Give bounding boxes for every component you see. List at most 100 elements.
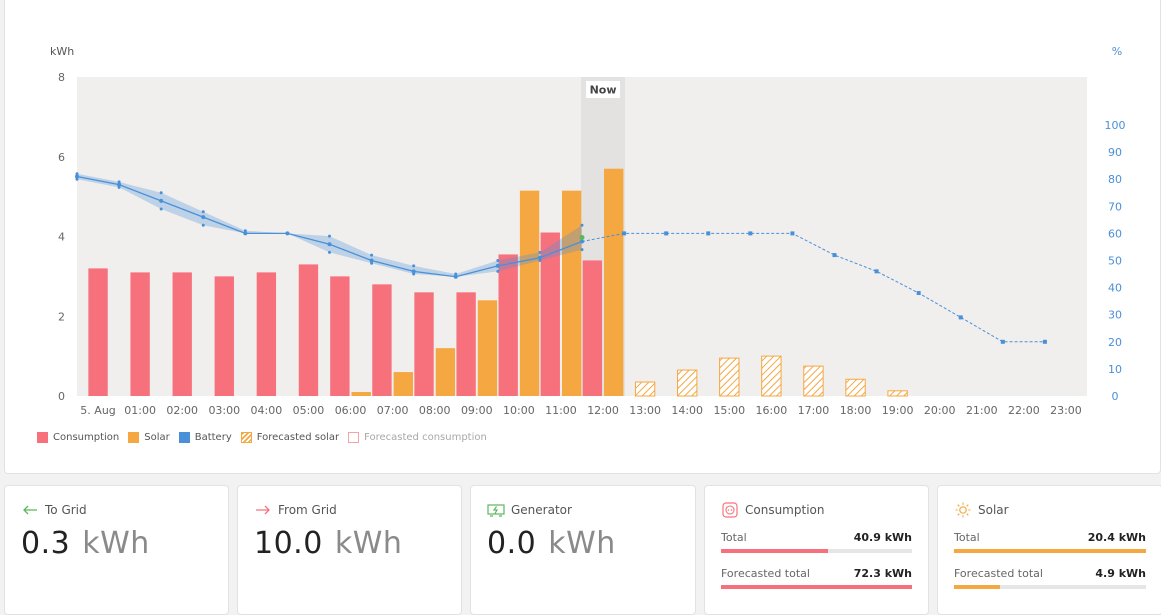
battery-forecast-point-23	[1042, 339, 1047, 344]
forecasted-solar-swatch	[240, 431, 252, 443]
legend-forecasted-solar[interactable]: Forecasted solar	[240, 431, 339, 443]
battery-min-point-7	[370, 261, 374, 265]
y-left-tick-2: 2	[58, 310, 65, 323]
battery-point-6	[327, 242, 332, 247]
legend-consumption[interactable]: Consumption	[37, 431, 120, 443]
battery-max-point-5	[285, 231, 289, 235]
legend-battery-label: Battery	[194, 431, 232, 443]
y-right-tick-90: 90	[1108, 146, 1122, 159]
solar-bar-9	[477, 300, 498, 396]
battery-min-point-4	[243, 231, 247, 235]
generator-card: Generator 0.0 kWh	[470, 485, 696, 615]
y-left-tick-6: 6	[58, 151, 65, 164]
solar-bar-8	[435, 348, 456, 396]
x-tick-11: 11:00	[545, 404, 577, 417]
x-tick-17: 17:00	[798, 404, 830, 417]
generator-unit: kWh	[548, 526, 616, 561]
x-tick-3: 03:00	[208, 404, 240, 417]
forecasted-solar-bar-14	[677, 369, 698, 397]
x-tick-1: 01:00	[124, 404, 156, 417]
legend-solar-label: Solar	[144, 431, 170, 443]
generator-value: 0.0 kWh	[487, 526, 616, 561]
battery-min-point-1	[117, 185, 121, 189]
from-grid-number: 10.0	[254, 526, 323, 561]
battery-max-point-10	[496, 259, 500, 262]
solar-total-bar-fill	[954, 549, 1146, 553]
x-tick-12: 12:00	[587, 404, 619, 417]
solar-bar-7	[393, 372, 413, 396]
legend-battery[interactable]: Battery	[178, 431, 232, 443]
battery-max-point-12	[580, 223, 584, 227]
consumption-card: Consumption Total 40.9 kWh Forecasted to…	[704, 485, 929, 615]
consumption-total-value: 40.9 kWh	[853, 531, 912, 544]
battery-point-1	[117, 182, 122, 187]
battery-min-point-9	[454, 275, 458, 279]
consumption-bar-4	[256, 272, 277, 396]
y-right-tick-30: 30	[1108, 309, 1122, 322]
legend-consumption-label: Consumption	[53, 431, 120, 443]
consumption-forecast-bar	[721, 585, 912, 589]
legend-forecasted-consumption[interactable]: Forecasted consumption	[348, 431, 487, 443]
chart-legend: Consumption Solar Battery Forecasted sol…	[37, 430, 496, 444]
battery-forecast-point-20	[916, 291, 921, 296]
x-tick-14: 14:00	[671, 404, 703, 417]
now-label-box	[586, 81, 621, 98]
battery-max-point-4	[243, 229, 247, 233]
x-tick-16: 16:00	[756, 404, 788, 417]
battery-point-3	[201, 215, 206, 220]
battery-forecast-point-17	[790, 231, 795, 236]
consumption-bar-1	[130, 272, 150, 396]
battery-point-11	[537, 255, 542, 260]
consumption-bar-3	[214, 276, 234, 396]
battery-max-point-2	[159, 191, 163, 195]
x-tick-5: 05:00	[293, 404, 325, 417]
x-tick-8: 08:00	[419, 404, 451, 417]
x-tick-10: 10:00	[503, 404, 535, 417]
battery-forecast-point-16	[748, 231, 753, 236]
battery-forecast-point-15	[706, 231, 711, 236]
battery-max-point-8	[412, 264, 416, 268]
battery-forecast-point-14	[664, 231, 669, 236]
consumption-forecast-bar-fill	[721, 585, 912, 589]
battery-max-point-6	[328, 234, 331, 238]
generator-number: 0.0	[487, 526, 537, 561]
battery-max-point-3	[201, 210, 205, 214]
battery-min-point-10	[496, 269, 500, 273]
x-tick-22: 22:00	[1008, 404, 1040, 417]
to-grid-number: 0.3	[21, 526, 71, 561]
consumption-forecast-value: 72.3 kWh	[853, 567, 912, 580]
solar-forecast-bar-fill	[954, 585, 1001, 589]
solar-total-value: 20.4 kWh	[1087, 531, 1146, 544]
consumption-bar-5	[298, 264, 319, 396]
consumption-total-bar-fill	[721, 549, 828, 553]
generator-icon	[487, 503, 505, 517]
forecasted-solar-bar-15	[719, 357, 740, 397]
sun-icon	[954, 502, 972, 518]
x-tick-6: 06:00	[335, 404, 367, 417]
y-right-tick-50: 50	[1108, 255, 1122, 268]
battery-min-point-2	[159, 207, 163, 211]
consumption-bar-11	[540, 232, 560, 396]
consumption-bar-9	[456, 292, 476, 396]
battery-min-point-3	[201, 223, 205, 227]
legend-solar[interactable]: Solar	[128, 431, 170, 443]
consumption-forecast-label: Forecasted total	[721, 567, 810, 580]
x-tick-0: 5. Aug	[80, 404, 115, 417]
y-left-tick-0: 0	[58, 390, 65, 403]
consumption-bar-7	[372, 284, 392, 396]
battery-min-point-6	[328, 250, 331, 254]
battery-point-10	[495, 263, 500, 268]
solar-bar-12	[604, 168, 624, 396]
solar-bar-11	[561, 190, 582, 396]
battery-range-band	[77, 173, 582, 277]
solar-bar-6	[351, 392, 371, 396]
y-right-tick-20: 20	[1108, 336, 1122, 349]
y-right-tick-40: 40	[1108, 282, 1122, 295]
y-right-tick-60: 60	[1108, 227, 1122, 240]
to-grid-title: To Grid	[45, 503, 87, 517]
solar-total-bar	[954, 549, 1146, 553]
energy-chart-card: Now kWh% 0 2 4 6 8 0 10 20 30 40 50 60 70 80 90 100 5. Aug…	[4, 0, 1161, 474]
solar-forecast-label: Forecasted total	[954, 567, 1043, 580]
battery-point-7	[369, 258, 374, 263]
consumption-bar-2	[172, 272, 192, 396]
